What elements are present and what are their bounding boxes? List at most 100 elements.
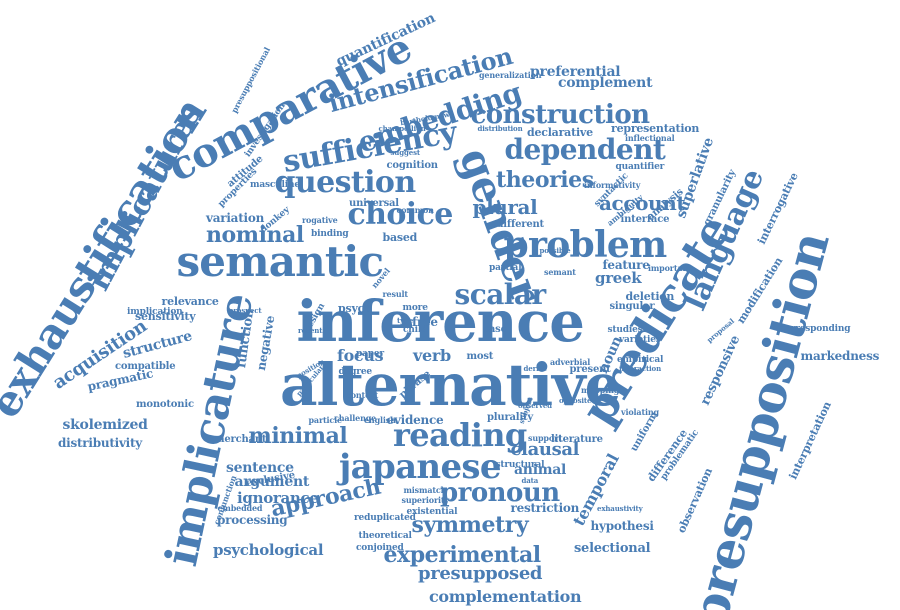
word-responsive: responsive — [697, 332, 743, 408]
word-dependent: dependent — [504, 133, 666, 166]
word-temporal: temporal — [568, 450, 623, 529]
word-presupposed: presupposed — [418, 563, 543, 584]
word-type: type — [397, 315, 414, 325]
word-context: context — [346, 390, 379, 400]
word-plural: plural — [472, 195, 538, 219]
word-free: free — [412, 315, 438, 329]
word-theoretical: theoretical — [358, 530, 412, 541]
word-prospect: prospect — [228, 305, 262, 315]
word-plurality: plurality — [487, 412, 534, 423]
word-hypothesi: hypothesi — [590, 519, 654, 533]
word-challenge: challenge — [334, 413, 377, 423]
word-complement: complement — [558, 75, 653, 91]
word-argument: argument — [234, 474, 310, 490]
word-sensitivity: sensitivity — [135, 309, 196, 323]
word-child: child — [403, 324, 428, 335]
word-support: support — [528, 433, 562, 443]
word-experimental: experimental — [383, 542, 542, 568]
word-problem: problem — [503, 224, 668, 266]
word-ignorance: ignorance — [237, 488, 319, 507]
word-recent: recent — [298, 325, 323, 335]
word-nominal: nominal — [206, 222, 304, 248]
word-adverbial: adverbial — [550, 357, 591, 367]
word-clausal: clausal — [510, 439, 580, 460]
word-more: more — [402, 302, 428, 313]
word-different: different — [496, 219, 545, 230]
word-deletion: deletion — [625, 289, 675, 303]
word-generalization: generalization — [479, 70, 542, 80]
word-mapping: mapping — [581, 385, 620, 395]
word-violating: violating — [621, 407, 659, 417]
word-empirical: empirical — [617, 354, 664, 365]
word-suggest: suggest — [390, 147, 421, 157]
word-animal: animal — [514, 462, 567, 478]
word-structural: structural — [495, 459, 545, 470]
word-declarative: declarative — [527, 125, 593, 139]
word-scalar: scalar — [454, 278, 547, 311]
word-markedness: markedness — [800, 349, 880, 363]
word-psych: psych — [338, 301, 372, 315]
word-account: account — [599, 191, 686, 215]
word-masculine: masculine — [250, 179, 300, 190]
word-particle: particle — [308, 415, 343, 425]
word-binding: binding — [311, 228, 349, 239]
word-result: result — [382, 289, 409, 299]
word-champollion: champollion — [378, 123, 426, 133]
word-representation: representation — [611, 121, 700, 135]
word-alternative: alternative — [280, 351, 621, 419]
word-restriction: restriction — [510, 501, 580, 515]
word-question: question — [274, 165, 417, 200]
word-psychological: psychological — [213, 540, 324, 559]
word-cognition: cognition — [386, 160, 439, 171]
word-monotonic: monotonic — [136, 399, 194, 410]
word-inference: inference — [296, 289, 585, 355]
word-data: data — [521, 475, 539, 485]
word-universal: universal — [349, 198, 399, 209]
word-interaction: interaction — [619, 363, 662, 373]
word-existential: existential — [406, 506, 458, 517]
word-japanese: japanese — [339, 447, 502, 487]
word-exhaustivity: exhaustivity — [597, 503, 643, 513]
word-partial: partial — [489, 262, 522, 273]
word-symmetry: symmetry — [411, 512, 529, 538]
word-distribution: distribution — [477, 123, 523, 133]
word-varieties: varieties — [619, 334, 661, 345]
word-common: common — [396, 205, 435, 215]
word-complementation: complementation — [429, 587, 582, 606]
word-reading: reading — [393, 416, 527, 454]
word-preferential: preferential — [530, 64, 621, 80]
word-degree: degree — [338, 366, 373, 377]
word-minimal: minimal — [248, 423, 348, 449]
word-sentence: sentence — [226, 460, 294, 476]
word-case: case — [483, 324, 507, 335]
word-most: most — [466, 351, 494, 362]
word-derive: derive — [523, 363, 548, 373]
word-semant: semant — [544, 267, 576, 277]
word-superiority: superiority — [401, 495, 450, 505]
word-evidence: evidence — [386, 413, 444, 427]
word-studies: studies — [607, 324, 643, 335]
word-inflectional: inflectional — [625, 133, 675, 143]
word-variation: variation — [206, 211, 265, 225]
word-choice: choice — [347, 197, 454, 232]
word-observed: observed — [518, 400, 552, 410]
word-english: english — [364, 415, 396, 425]
word-implication: implication — [127, 306, 183, 317]
word-semantic: semantic — [176, 237, 385, 286]
word-rogative: rogative — [302, 215, 338, 225]
word-possible: possible — [539, 245, 571, 255]
word-distributivity: distributivity — [58, 436, 143, 450]
word-based: based — [382, 230, 418, 244]
word-merchant: merchant — [214, 434, 267, 445]
word-greek: greek — [595, 268, 642, 287]
word-present: present — [569, 364, 611, 375]
word-paper: paper — [356, 348, 384, 359]
word-construction: construction — [470, 100, 651, 130]
word-informativity: informativity — [584, 180, 641, 190]
word-processing: processing — [217, 513, 288, 527]
word-embedded: embedded — [217, 503, 263, 513]
word-literature: literature — [551, 434, 603, 445]
word-relevance: relevance — [161, 294, 219, 308]
word-feature: feature — [602, 258, 650, 272]
